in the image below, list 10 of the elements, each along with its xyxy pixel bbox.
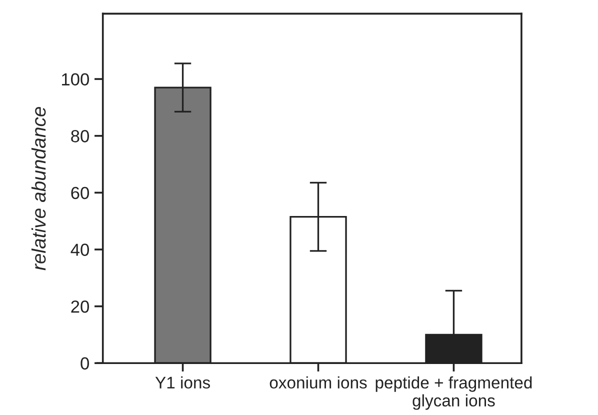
- y-tick-label: 0: [80, 357, 89, 370]
- y-tick-label: 100: [62, 73, 89, 86]
- y-tick-label: 40: [70, 244, 89, 256]
- x-tick-label: Y1 ions: [155, 376, 210, 389]
- y-tick-label: 20: [71, 300, 89, 313]
- y-tick-label: 60: [71, 186, 89, 200]
- y-axis-title: relative abundance: [31, 106, 46, 270]
- x-tick-label: oxonium ions: [270, 376, 367, 389]
- y-tick-label: 80: [71, 130, 89, 142]
- x-tick-label: peptide + fragmented glycan ions: [376, 376, 532, 410]
